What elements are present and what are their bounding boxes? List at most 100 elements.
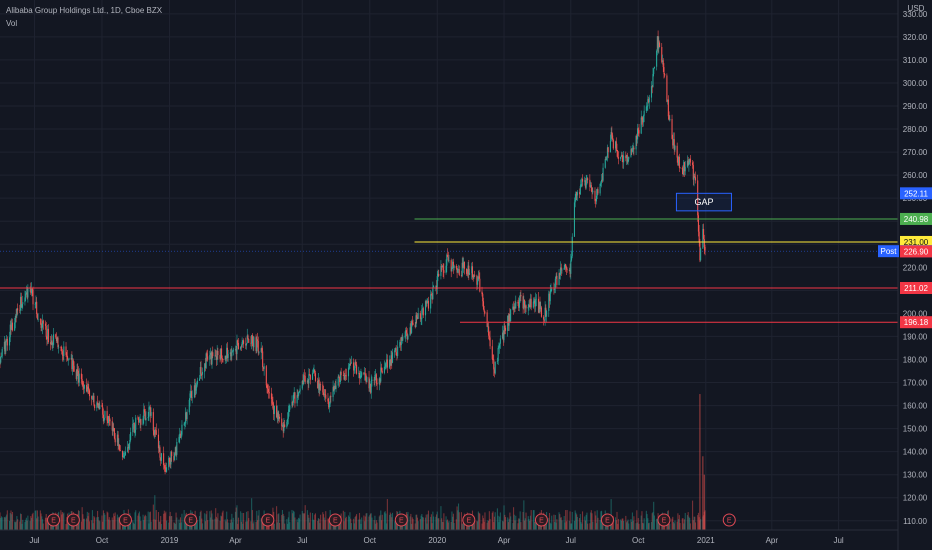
earnings-marker-circle	[184, 513, 198, 527]
earnings-marker[interactable]: E	[657, 513, 671, 527]
volume-bar	[98, 520, 100, 530]
candle-body	[212, 352, 214, 357]
candle-body	[301, 380, 303, 389]
time-tick-label: Jul	[29, 536, 39, 545]
candle-body	[493, 359, 495, 370]
candle-body	[389, 359, 391, 366]
earnings-marker[interactable]: E	[328, 513, 342, 527]
volume-bar	[107, 512, 109, 530]
candle-body	[0, 356, 2, 363]
candle-body	[612, 135, 614, 140]
price-tick-label: 140.00	[903, 448, 928, 457]
volume-bar	[349, 512, 351, 530]
volume-bar	[83, 518, 85, 530]
candle-body	[255, 337, 257, 352]
candle-body	[327, 398, 329, 402]
volume-bar	[299, 514, 301, 530]
volume-bar	[523, 500, 525, 530]
earnings-marker[interactable]: E	[47, 513, 61, 527]
earnings-marker[interactable]: E	[600, 513, 614, 527]
candle-body	[617, 151, 619, 158]
volume-bar	[586, 512, 588, 530]
candle-body	[247, 335, 249, 339]
earnings-marker[interactable]: E	[534, 513, 548, 527]
candle-body	[580, 185, 582, 187]
candle-body	[97, 402, 99, 406]
candle-body	[221, 358, 223, 360]
earnings-marker[interactable]: E	[462, 513, 476, 527]
volume-bar	[150, 521, 152, 530]
earnings-marker[interactable]: E	[184, 513, 198, 527]
candle-body	[63, 346, 65, 356]
candle-body	[681, 167, 683, 170]
volume-bar	[498, 522, 500, 530]
volume-bar	[140, 521, 142, 530]
volume-bar	[148, 523, 150, 530]
volume-bar	[499, 512, 501, 530]
chart-legend: Alibaba Group Holdings Ltd., 1D, Cboe BZ…	[6, 4, 162, 30]
volume-bar	[81, 507, 83, 530]
volume-bar	[528, 518, 530, 530]
volume-bar	[674, 520, 676, 530]
level-badge-label: 240.98	[904, 215, 929, 224]
time-axis[interactable]: Jul Oct 2019 Apr Jul Oct 2020 Apr Jul Oct 2021 Apr J…	[29, 536, 844, 545]
volume-bar	[628, 523, 630, 530]
volume-bar	[617, 518, 620, 530]
candle-body	[523, 299, 525, 309]
earnings-marker[interactable]: E	[261, 513, 275, 527]
volume-bar	[591, 513, 593, 530]
earnings-marker[interactable]: E	[394, 513, 408, 527]
volume-bar	[574, 510, 576, 530]
earnings-marker[interactable]: E	[66, 513, 80, 527]
volume-bar	[503, 505, 505, 530]
candle-body	[466, 268, 468, 274]
price-axis[interactable]: 110.00 120.00 130.00 140.00 150.00 160.00 170.…	[903, 10, 928, 526]
volume-bar	[160, 516, 162, 530]
volume-bar	[22, 519, 24, 530]
candle-body	[409, 327, 411, 336]
volume-bar	[41, 516, 43, 530]
volume-bar	[61, 514, 63, 530]
volume-bar	[482, 515, 484, 530]
earnings-marker-circle	[66, 513, 80, 527]
candle-body	[568, 269, 570, 271]
candle-body	[386, 359, 388, 365]
candle-body	[311, 373, 314, 380]
volume-bar	[10, 510, 12, 530]
candle-body	[504, 325, 506, 328]
candle-body	[173, 456, 175, 461]
volume-bar	[677, 513, 679, 530]
candle-body	[612, 139, 614, 149]
earnings-marker[interactable]: E	[722, 513, 736, 527]
level-badge-bg	[900, 235, 932, 248]
candle-body	[108, 416, 110, 424]
gap-box[interactable]: GAP	[675, 192, 732, 212]
horizontal-levels[interactable]	[0, 218, 898, 323]
candle-body	[527, 307, 529, 309]
candle-body	[273, 405, 275, 415]
volume-bar	[440, 506, 442, 530]
volume-bar	[554, 521, 556, 530]
volume-indicator-label[interactable]: Vol	[6, 19, 18, 28]
candle-body	[304, 375, 306, 382]
symbol-title[interactable]: Alibaba Group Holdings Ltd., 1D, Cboe BZ…	[6, 6, 163, 15]
volume-bar	[354, 516, 356, 530]
post-tag-bg	[878, 245, 899, 258]
candle-body	[631, 149, 633, 152]
volume-bar	[642, 522, 644, 530]
volume-bar	[445, 516, 447, 530]
volume-bar	[369, 514, 371, 530]
candle-body	[647, 99, 649, 107]
volume-bar	[416, 514, 418, 530]
candle-body	[507, 315, 509, 326]
volume-bar	[260, 518, 262, 530]
candle-body	[188, 399, 190, 413]
candle-body	[154, 429, 156, 435]
candle-body	[176, 442, 178, 455]
earnings-marker[interactable]: E	[118, 513, 132, 527]
volume-bar	[127, 523, 129, 530]
volume-bar	[477, 511, 479, 530]
candle-body	[515, 301, 517, 309]
